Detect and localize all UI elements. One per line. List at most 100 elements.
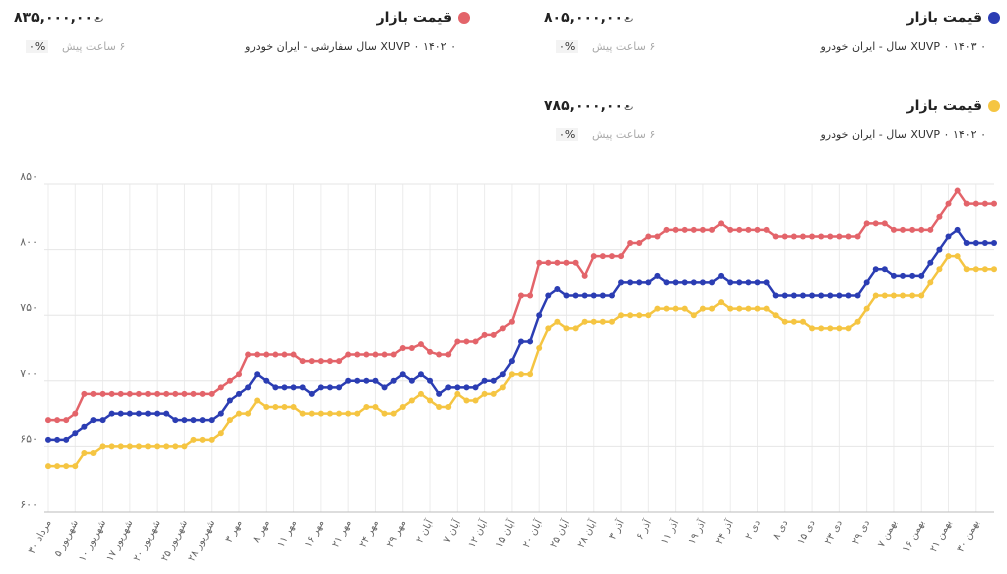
data-point [854, 318, 861, 325]
series-name: XUVP ۰ ۱۴۰۲ ۰ سال سفارشی - ایران خودرو [245, 40, 456, 53]
data-point [781, 292, 788, 299]
data-point [845, 325, 852, 332]
data-point [618, 312, 625, 319]
data-point [445, 351, 452, 358]
data-point [490, 390, 497, 397]
data-point [581, 318, 588, 325]
data-point [154, 390, 161, 397]
data-point [190, 417, 197, 424]
data-point [199, 436, 206, 443]
series-line [48, 254, 994, 468]
data-point [781, 233, 788, 240]
data-point [145, 390, 152, 397]
data-point [499, 371, 506, 378]
data-point [736, 305, 743, 312]
data-point [918, 292, 925, 299]
data-point [245, 351, 252, 358]
data-point [427, 397, 434, 404]
data-point [699, 279, 706, 286]
data-point [799, 233, 806, 240]
card-title-row: قیمت بازار [907, 10, 1000, 26]
x-tick-label: ۲۱ بهمن [928, 518, 954, 554]
data-point [663, 226, 670, 233]
data-point [108, 410, 115, 417]
data-point [590, 318, 597, 325]
data-point [190, 390, 197, 397]
data-point [991, 240, 997, 247]
data-point [481, 377, 488, 384]
data-point [545, 292, 552, 299]
data-point [372, 377, 379, 384]
x-tick-label: ۲۸ شهریور [186, 518, 217, 563]
data-point [572, 325, 579, 332]
data-point [927, 279, 934, 286]
data-point [663, 305, 670, 312]
price: ۸۰۵,۰۰۰,۰۰۰ [544, 10, 632, 26]
data-point [799, 292, 806, 299]
data-point [99, 417, 106, 424]
data-point [72, 463, 79, 470]
data-point [99, 443, 106, 450]
x-tick-label: ۵ شهریور [53, 518, 81, 558]
data-point [672, 305, 679, 312]
data-point [909, 226, 916, 233]
data-point [627, 279, 634, 286]
data-point [709, 305, 716, 312]
data-point [272, 351, 279, 358]
data-point [900, 292, 907, 299]
data-point [336, 358, 343, 365]
data-point [163, 410, 170, 417]
x-tick-label: ۲۵ شهریور [159, 518, 190, 563]
data-point [972, 266, 979, 273]
x-tick-label: ۲ دی [744, 518, 763, 542]
data-point [872, 292, 879, 299]
data-point [827, 233, 834, 240]
data-point [399, 371, 406, 378]
data-point [445, 384, 452, 391]
data-point [536, 259, 543, 266]
data-point [236, 371, 243, 378]
data-point [872, 220, 879, 227]
data-point [381, 351, 388, 358]
data-point [281, 384, 288, 391]
x-tick-label: ۱۹ آذر [685, 516, 709, 546]
data-point [326, 358, 333, 365]
data-point [126, 443, 133, 450]
data-point [245, 410, 252, 417]
data-point [681, 279, 688, 286]
data-point [308, 358, 315, 365]
data-point [645, 312, 652, 319]
y-tick-label: ۸۰۰ [20, 236, 38, 249]
x-tick-label: ۷ آبان [440, 516, 464, 545]
data-point [681, 226, 688, 233]
data-point [936, 266, 943, 273]
data-point [263, 351, 270, 358]
data-point [145, 443, 152, 450]
data-point [217, 430, 224, 437]
x-tick-label: ۲۰ آبان [519, 516, 545, 550]
data-point [681, 305, 688, 312]
data-point [490, 377, 497, 384]
data-point [390, 351, 397, 358]
series-name: XUVP ۰ ۱۴۰۲ ۰ سال - ایران خودرو [820, 128, 986, 141]
data-point [299, 358, 306, 365]
data-point [900, 272, 907, 279]
data-point [281, 351, 288, 358]
data-point [627, 312, 634, 319]
data-point [45, 417, 51, 424]
data-point [290, 384, 297, 391]
change: ۰% [556, 40, 579, 53]
data-point [135, 410, 142, 417]
data-point [563, 292, 570, 299]
series-name: XUVP ۰ ۱۴۰۳ ۰ سال - ایران خودرو [820, 40, 986, 53]
x-tick-label: ۳۰ مرداد [27, 518, 54, 555]
data-point [972, 240, 979, 247]
data-point [790, 292, 797, 299]
data-point [545, 259, 552, 266]
price: ۷۸۵,۰۰۰,۰۰۰ [544, 98, 632, 114]
data-point [172, 417, 179, 424]
data-point [563, 259, 570, 266]
data-point [154, 443, 161, 450]
data-point [936, 213, 943, 220]
